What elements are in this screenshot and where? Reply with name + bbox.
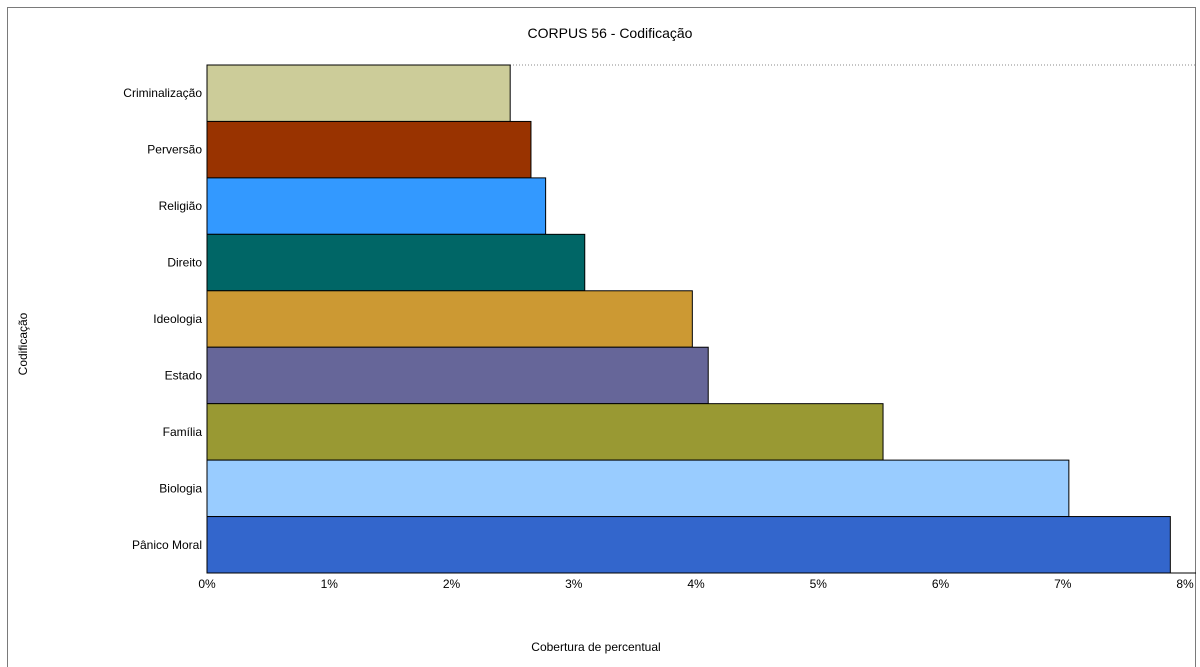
x-tick-label: 0% [198, 577, 216, 591]
x-tick-label: 8% [1176, 577, 1194, 591]
x-tick-label: 2% [443, 577, 461, 591]
chart-frame [7, 7, 1196, 667]
category-label: Direito [167, 256, 202, 270]
bars-group [206, 64, 1171, 574]
bar-1 [206, 120, 532, 179]
x-tick-label: 4% [687, 577, 705, 591]
category-label: Criminalização [123, 86, 202, 100]
bar-0 [206, 64, 511, 122]
x-tick-label: 7% [1054, 577, 1072, 591]
category-label: Estado [165, 368, 203, 382]
category-label: Ideologia [153, 312, 202, 326]
category-label: Religião [159, 199, 203, 213]
x-tick-label: 6% [932, 577, 950, 591]
bar-4 [206, 290, 693, 348]
category-label: Perversão [147, 143, 202, 157]
y-axis-label: Codificação [16, 312, 30, 375]
category-labels: Criminalização Perversão Religião Direito Id… [123, 86, 202, 552]
x-tick-label: 3% [565, 577, 583, 591]
bar-6 [206, 403, 884, 461]
category-label: Biologia [159, 481, 202, 495]
bar-5 [206, 346, 709, 405]
x-tick-label: 5% [810, 577, 828, 591]
bar-2 [206, 177, 547, 235]
bar-3 [206, 233, 586, 292]
bar-7 [206, 459, 1070, 518]
bar-8 [206, 516, 1171, 574]
x-axis-label: Cobertura de percentual [531, 640, 660, 654]
category-label: Pânico Moral [132, 538, 202, 552]
x-tick-label: 1% [321, 577, 339, 591]
chart-title: CORPUS 56 - Codificação [528, 25, 693, 41]
x-tick-labels: 0% 1% 2% 3% 4% 5% 6% 7% 8% [198, 577, 1194, 591]
category-label: Família [163, 425, 203, 439]
